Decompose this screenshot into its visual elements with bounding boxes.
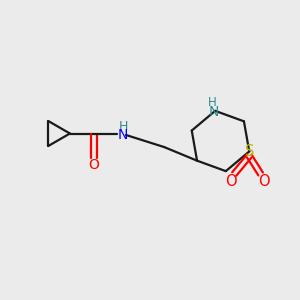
Text: O: O [258,174,269,189]
Text: N: N [208,105,219,119]
Text: N: N [117,128,128,142]
Text: O: O [225,174,237,189]
Text: H: H [208,96,217,109]
Text: S: S [244,144,254,159]
Text: H: H [119,119,129,133]
Text: O: O [88,158,99,172]
